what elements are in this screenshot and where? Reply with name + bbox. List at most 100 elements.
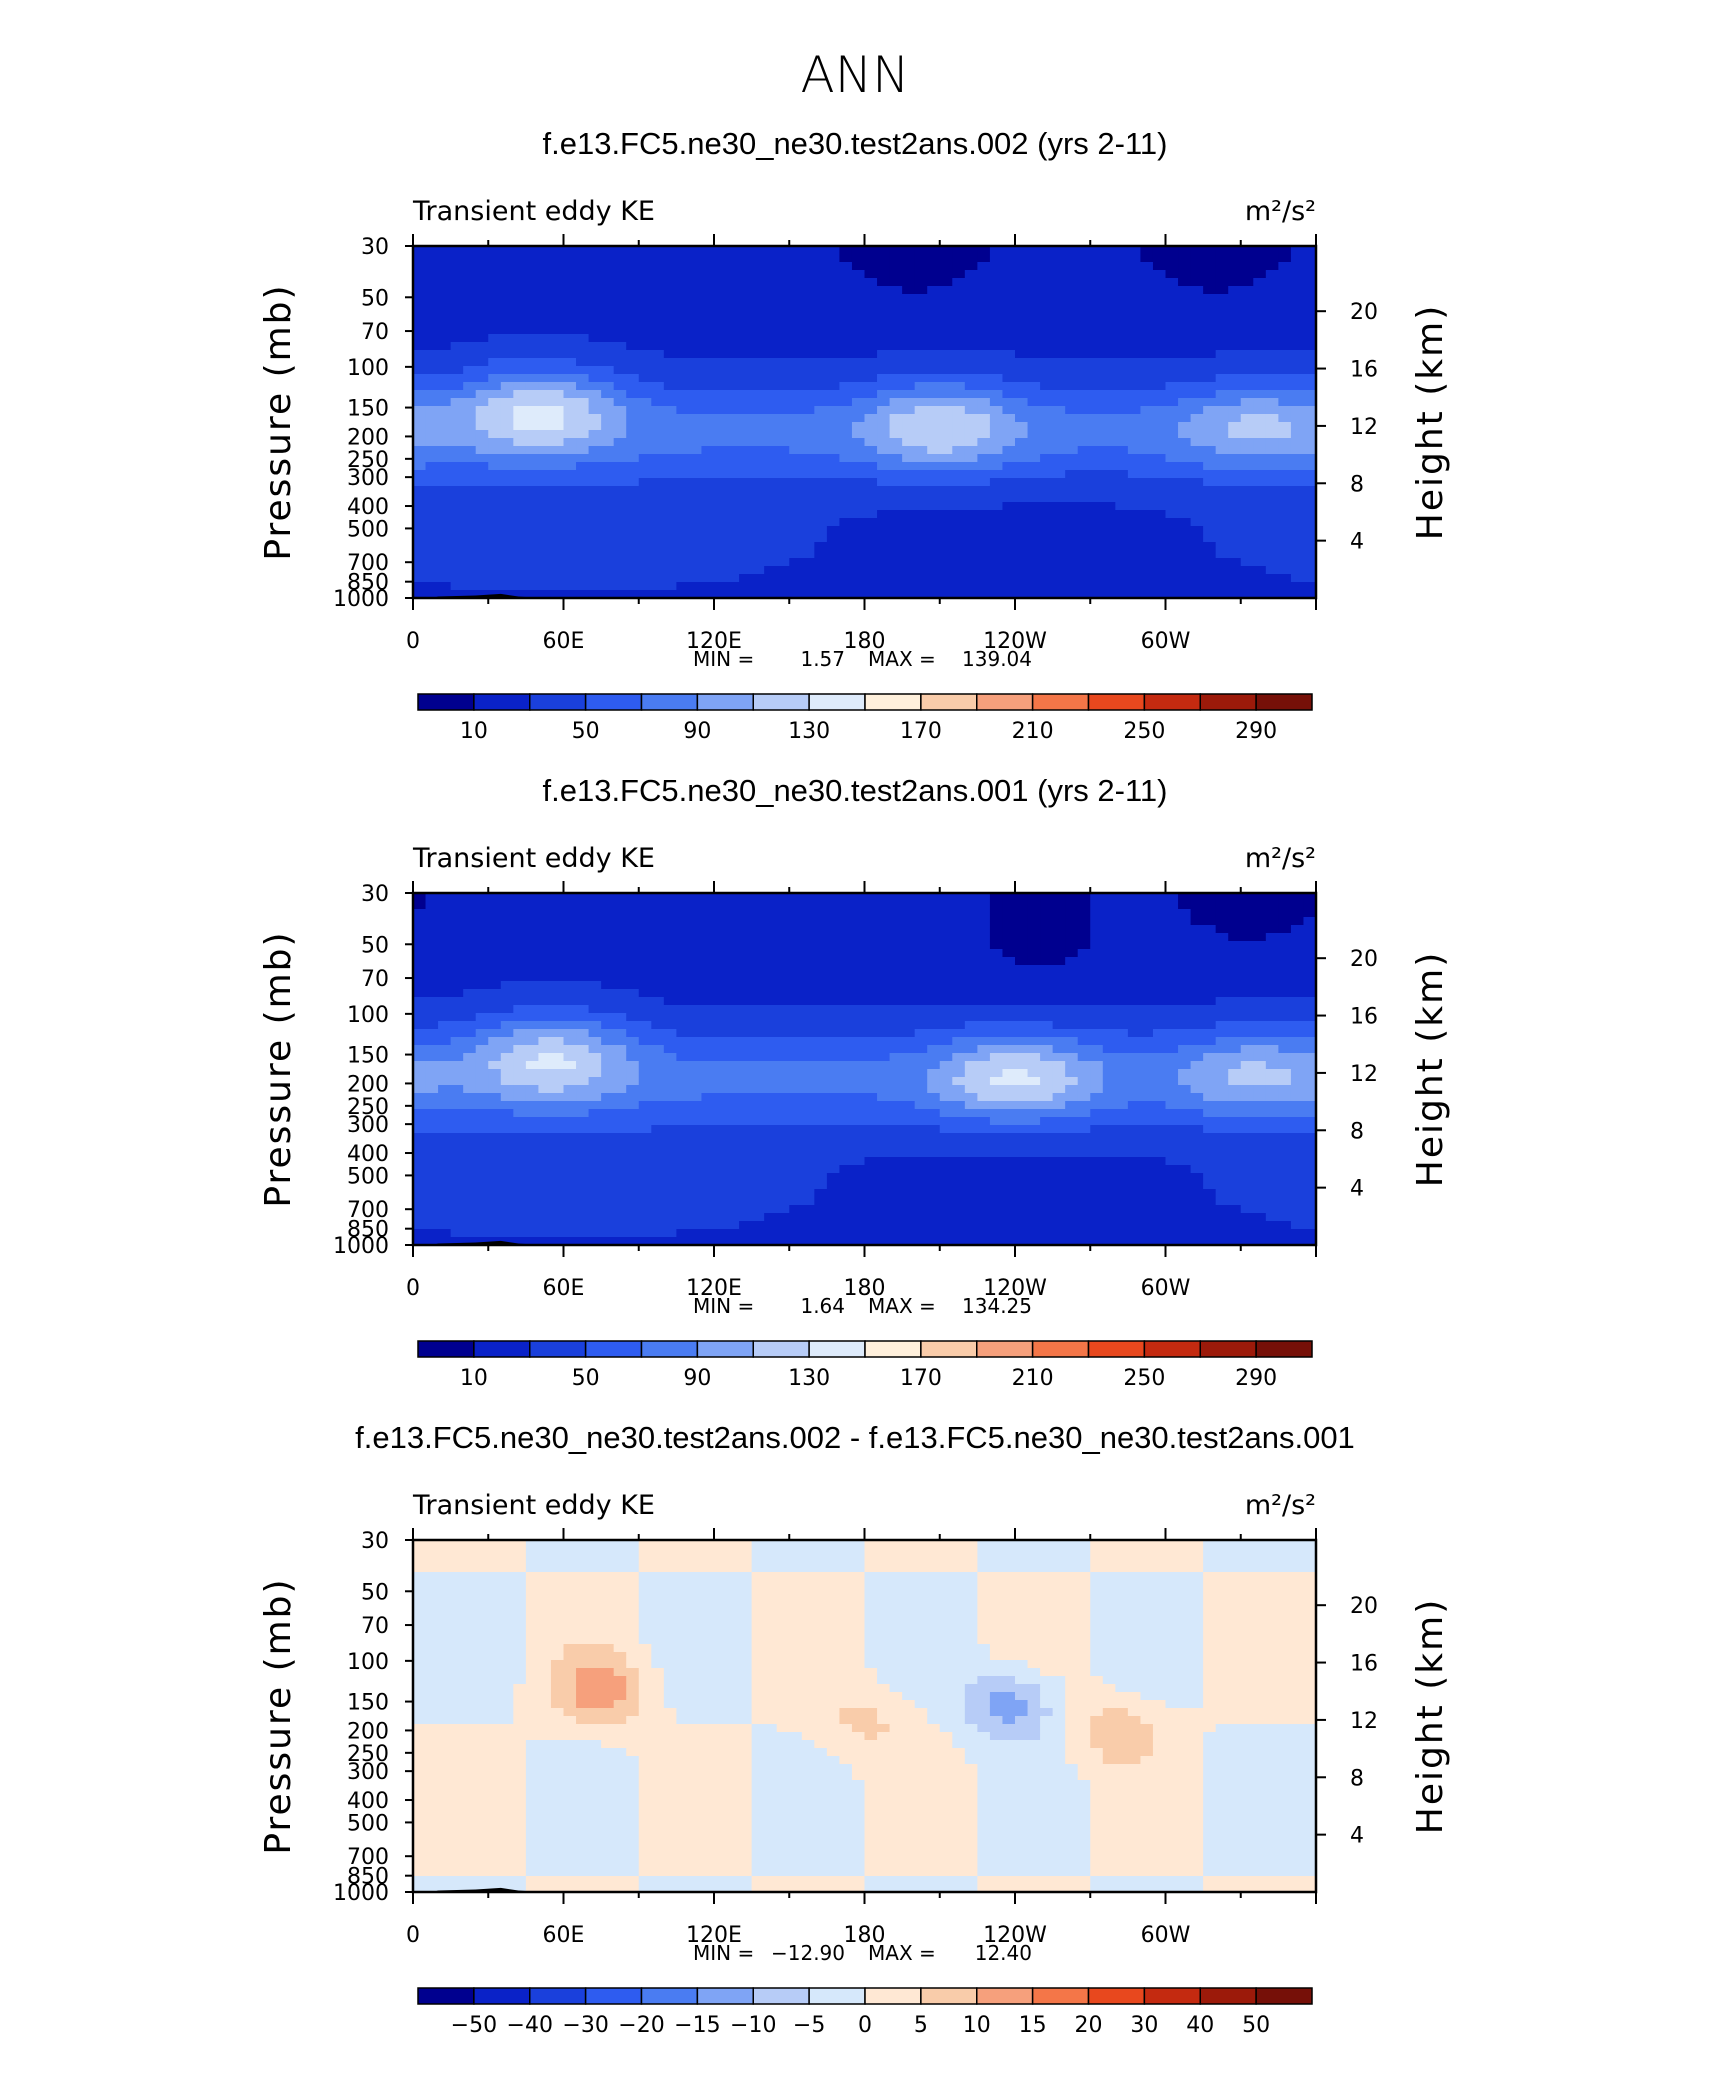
field-cell (651, 286, 665, 295)
field-cell (475, 462, 489, 471)
field-cell (1052, 917, 1066, 926)
field-cell (914, 326, 928, 335)
field-cell (651, 526, 665, 535)
field-cell (1027, 1005, 1041, 1014)
field-cell (1015, 350, 1029, 359)
field-cell (538, 590, 552, 599)
field-cell (1178, 1077, 1192, 1086)
field-cell (613, 973, 627, 982)
field-cell (1190, 542, 1204, 551)
field-cell (1203, 326, 1217, 335)
field-cell (525, 342, 540, 351)
field-cell (1178, 973, 1192, 982)
field-cell (864, 254, 878, 263)
field-cell (714, 254, 728, 263)
field-cell (1027, 382, 1041, 391)
field-cell (550, 358, 565, 367)
field-cell (701, 973, 715, 982)
field-cell (413, 574, 427, 583)
field-cell (1077, 366, 1091, 375)
field-cell (1040, 390, 1054, 399)
field-cell (801, 518, 815, 527)
field-cell (751, 286, 765, 295)
field-cell (989, 246, 1004, 255)
field-cell (525, 454, 540, 463)
field-cell (989, 893, 1004, 902)
field-cell (1015, 574, 1029, 583)
field-cell (563, 949, 577, 958)
field-cell (688, 989, 703, 998)
field-cell (776, 997, 790, 1006)
field-cell (475, 246, 489, 255)
field-cell (463, 1053, 477, 1062)
field-cell (764, 454, 778, 463)
field-cell (525, 1029, 540, 1038)
field-cell (789, 502, 803, 511)
field-cell (1190, 342, 1204, 351)
field-cell (764, 1029, 778, 1038)
field-cell (676, 582, 690, 591)
field-cell (1015, 941, 1029, 950)
field-cell (952, 462, 966, 471)
field-cell (576, 254, 590, 263)
field-cell (663, 478, 677, 487)
field-cell (952, 414, 966, 423)
field-cell (463, 382, 477, 391)
field-cell (1027, 989, 1041, 998)
field-cell (463, 590, 477, 599)
field-cell (1127, 1021, 1142, 1030)
field-cell (1140, 550, 1154, 559)
field-cell (751, 1021, 765, 1030)
field-cell (425, 558, 439, 567)
field-cell (576, 1029, 590, 1038)
field-cell (1115, 486, 1129, 495)
field-cell (826, 550, 841, 559)
field-cell (714, 430, 728, 439)
field-cell (1102, 318, 1116, 327)
field-cell (1152, 1005, 1167, 1014)
field-cell (676, 989, 690, 998)
field-cell (1052, 454, 1066, 463)
field-cell (1265, 997, 1279, 1006)
field-cell (826, 246, 841, 255)
field-cell (588, 350, 602, 359)
field-cell (1140, 422, 1154, 431)
field-cell (1127, 422, 1142, 431)
field-cell (864, 590, 878, 599)
field-cell (1240, 941, 1254, 950)
field-cell (550, 989, 565, 998)
field-cell (902, 1029, 916, 1038)
field-cell (538, 1013, 552, 1022)
field-cell (1203, 406, 1217, 415)
field-cell (1290, 470, 1305, 479)
field-cell (1290, 574, 1305, 583)
field-cell (576, 414, 590, 423)
field-cell (475, 981, 489, 990)
field-cell (1090, 366, 1104, 375)
field-cell (513, 350, 527, 359)
field-cell (1090, 310, 1104, 319)
field-cell (1102, 494, 1116, 503)
field-cell (776, 374, 790, 383)
field-cell (989, 414, 1004, 423)
field-cell (977, 494, 991, 503)
field-cell (939, 949, 953, 958)
field-cell (1140, 254, 1154, 263)
field-cell (1065, 510, 1079, 519)
field-cell (450, 1029, 464, 1038)
field-cell (450, 909, 464, 918)
field-cell (977, 398, 991, 407)
field-cell (939, 494, 953, 503)
field-cell (776, 1005, 790, 1014)
field-cell (776, 566, 790, 575)
field-cell (952, 550, 966, 559)
field-cell (601, 1069, 615, 1078)
field-cell (1102, 590, 1116, 599)
field-cell (1115, 502, 1129, 511)
field-cell (1203, 981, 1217, 990)
field-cell (500, 582, 514, 591)
field-cell (989, 270, 1004, 279)
field-cell (1102, 925, 1116, 934)
field-cell (550, 1005, 565, 1014)
field-cell (1290, 406, 1305, 415)
